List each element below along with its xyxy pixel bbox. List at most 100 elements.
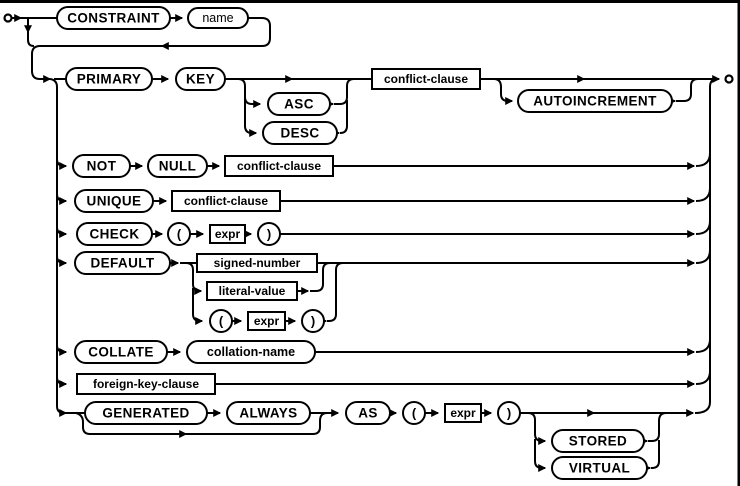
keyword-stored — [551, 429, 645, 453]
wire — [56, 193, 68, 205]
wire — [56, 158, 68, 170]
punct-rparen-1 — [257, 222, 281, 246]
keyword-always-label: ALWAYS — [239, 406, 297, 421]
diagram-nodes: CONSTRAINT name PRIMARY KEY ASC DESC conflict-… — [3, 6, 734, 480]
wire — [676, 78, 699, 102]
keyword-check — [76, 222, 153, 246]
right-border — [737, 0, 740, 486]
wire — [49, 78, 68, 417]
keyword-null — [147, 154, 208, 178]
keyword-default — [74, 251, 171, 275]
wire — [695, 187, 711, 202]
nonterminal-conflict-clause-2-label: conflict-clause — [237, 159, 321, 173]
punct-rparen-2-label: ) — [311, 314, 315, 329]
keyword-asc — [267, 92, 331, 116]
wire — [160, 17, 271, 50]
keyword-key — [175, 67, 226, 91]
keyword-key-label: KEY — [186, 72, 215, 87]
nonterminal-expr-2-label: expr — [254, 314, 280, 328]
punct-rparen-2 — [301, 309, 325, 333]
wire — [695, 152, 711, 167]
keyword-not-label: NOT — [87, 159, 117, 174]
punct-lparen-2 — [209, 309, 233, 333]
nonterminal-foreign-key-clause-label: foreign-key-clause — [93, 377, 199, 391]
keyword-autoincrement-label: AUTOINCREMENT — [533, 94, 657, 109]
punct-lparen-1 — [167, 222, 191, 246]
keyword-desc — [262, 121, 338, 145]
punct-rparen-3-label: ) — [507, 406, 511, 421]
keyword-autoincrement — [517, 89, 673, 113]
nonterminal-signed-number-label: signed-number — [214, 256, 301, 270]
wire — [56, 344, 68, 356]
keyword-constraint-label: CONSTRAINT — [67, 11, 160, 26]
keyword-null-label: NULL — [159, 159, 197, 174]
nonterminal-conflict-clause-2 — [224, 155, 334, 177]
keyword-as — [345, 401, 391, 425]
nonterminal-signed-number — [196, 253, 318, 273]
wire — [56, 376, 68, 388]
wire — [534, 439, 547, 472]
wire — [27, 30, 35, 47]
diagram-wires — [12, 14, 721, 472]
wire — [56, 226, 68, 238]
keyword-asc-label: ASC — [284, 97, 314, 112]
keyword-unique-label: UNIQUE — [87, 194, 142, 209]
nonterminal-expr-2 — [247, 311, 286, 331]
keyword-as-label: AS — [358, 406, 378, 421]
keyword-stored-label: STORED — [569, 434, 627, 449]
nonterminal-conflict-clause-1-label: conflict-clause — [384, 72, 468, 86]
wire — [648, 412, 667, 442]
wire — [334, 78, 355, 105]
keyword-virtual — [551, 456, 648, 480]
punct-rparen-3 — [497, 401, 521, 425]
keyword-primary — [65, 67, 153, 91]
wire — [75, 412, 188, 438]
punct-lparen-1-label: ( — [177, 227, 182, 242]
wire — [185, 262, 203, 295]
keyword-not — [72, 154, 131, 178]
keyword-generated — [84, 401, 208, 425]
keyword-desc-label: DESC — [280, 126, 319, 141]
keyword-check-label: CHECK — [89, 227, 139, 242]
nonterminal-conflict-clause-3 — [171, 190, 281, 212]
top-border — [0, 0, 740, 3]
token-collation-name — [186, 340, 316, 364]
nonterminal-conflict-clause-3-label: conflict-clause — [184, 194, 268, 208]
nonterminal-expr-3-label: expr — [450, 406, 476, 420]
nonterminal-expr-1 — [209, 224, 246, 244]
nonterminal-conflict-clause-1 — [371, 68, 481, 90]
token-collation-name-label: collation-name — [207, 345, 295, 359]
keyword-virtual-label: VIRTUAL — [569, 461, 630, 476]
punct-lparen-3 — [402, 401, 426, 425]
punct-lparen-2-label: ( — [219, 314, 224, 329]
wire — [493, 78, 514, 105]
keyword-generated-label: GENERATED — [102, 406, 189, 421]
terminal-start — [3, 13, 13, 23]
punct-lparen-3-label: ( — [412, 406, 417, 421]
nonterminal-literal-value-label: literal-value — [219, 284, 286, 298]
keyword-default-label: DEFAULT — [90, 256, 154, 271]
keyword-always — [226, 401, 311, 425]
wire — [695, 220, 711, 235]
nonterminal-expr-3 — [444, 403, 482, 423]
keyword-constraint — [56, 6, 171, 30]
wire — [192, 288, 204, 325]
wire — [244, 95, 258, 137]
wire — [695, 370, 711, 385]
wire — [651, 440, 660, 469]
wire — [31, 45, 162, 83]
nonterminal-expr-1-label: expr — [215, 227, 241, 241]
keyword-collate-label: COLLATE — [88, 345, 154, 360]
wire — [694, 401, 711, 414]
nonterminal-literal-value — [206, 281, 298, 301]
wire — [527, 412, 547, 445]
keyword-unique — [74, 189, 154, 213]
punct-rparen-1-label: ) — [267, 227, 271, 242]
wire — [695, 249, 711, 264]
token-name-label: name — [202, 11, 233, 25]
wire — [339, 100, 348, 134]
keyword-collate — [74, 340, 168, 364]
keyword-primary-label: PRIMARY — [77, 72, 142, 87]
